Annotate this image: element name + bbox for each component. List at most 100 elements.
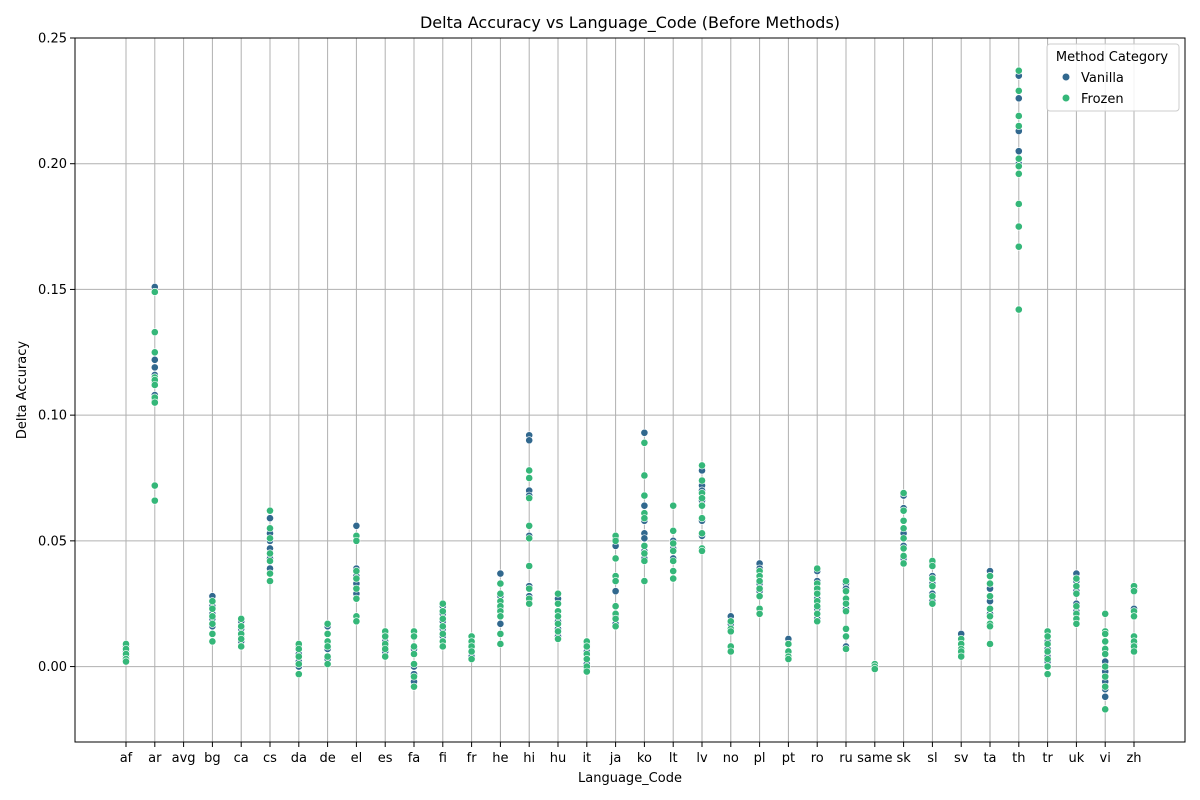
point-vanilla: [1014, 147, 1023, 156]
point-frozen: [438, 629, 447, 638]
point-frozen: [266, 569, 274, 578]
legend-label-vanilla: Vanilla: [1081, 71, 1124, 86]
point-frozen: [525, 474, 534, 482]
point-frozen: [352, 617, 361, 626]
point-frozen: [410, 682, 418, 691]
x-tick-label: ta: [983, 751, 996, 766]
point-frozen: [352, 536, 361, 545]
point-frozen: [1014, 162, 1023, 171]
point-frozen: [842, 645, 850, 653]
point-frozen: [899, 552, 908, 560]
point-frozen: [496, 629, 505, 638]
point-frozen: [1101, 629, 1110, 638]
point-frozen: [294, 660, 303, 668]
point-frozen: [726, 627, 735, 636]
point-frozen: [582, 667, 591, 676]
point-frozen: [755, 584, 764, 593]
point-frozen: [294, 652, 303, 661]
point-frozen: [698, 514, 706, 523]
point-frozen: [150, 381, 159, 389]
point-frozen: [986, 640, 994, 648]
point-frozen: [381, 632, 390, 641]
legend-box: [1046, 43, 1180, 112]
point-frozen: [1101, 672, 1110, 681]
point-frozen: [467, 655, 476, 663]
point-frozen: [842, 632, 850, 641]
point-frozen: [1043, 670, 1052, 679]
point-frozen: [554, 619, 562, 628]
point-frozen: [323, 652, 332, 661]
point-frozen: [438, 622, 447, 631]
point-frozen: [410, 632, 418, 641]
point-frozen: [899, 534, 908, 543]
point-frozen: [1101, 650, 1110, 658]
x-tick-label: it: [582, 751, 591, 766]
point-frozen: [899, 489, 908, 497]
legend: Method Category Vanilla Frozen: [1046, 43, 1180, 112]
point-frozen: [150, 398, 159, 407]
point-frozen: [899, 516, 908, 525]
point-frozen: [1014, 305, 1023, 314]
point-frozen: [1072, 582, 1081, 591]
x-tick-label: ru: [839, 751, 853, 766]
x-tick-label: lv: [696, 751, 708, 766]
x-tick-label: cs: [263, 751, 277, 766]
point-frozen: [698, 494, 706, 503]
point-frozen: [957, 652, 966, 661]
point-frozen: [870, 665, 879, 673]
point-frozen: [266, 577, 274, 585]
point-frozen: [1101, 609, 1110, 618]
x-axis-title: Language_Code: [578, 771, 682, 786]
point-frozen: [294, 645, 303, 653]
point-frozen: [525, 521, 534, 530]
point-frozen: [323, 629, 332, 638]
point-frozen: [1072, 619, 1081, 628]
point-frozen: [928, 582, 937, 591]
x-axis: af ar avg bg ca cs da de el es fa fi fr he hi hu it ja ko l…: [120, 742, 1142, 766]
point-frozen: [640, 549, 649, 558]
point-frozen: [525, 584, 534, 593]
legend-marker-frozen: [1062, 94, 1070, 102]
point-vanilla: [640, 428, 649, 437]
point-frozen: [611, 602, 620, 611]
point-frozen: [669, 574, 678, 583]
point-frozen: [1072, 602, 1081, 611]
point-frozen: [986, 592, 994, 601]
point-vanilla: [266, 514, 274, 523]
x-tick-label: sk: [896, 751, 911, 766]
y-axis: 0.00 0.05 0.10 0.15 0.20 0.25: [38, 32, 75, 675]
point-frozen: [611, 554, 620, 563]
point-vanilla: [640, 501, 649, 510]
x-tick-label: fa: [408, 751, 421, 766]
point-frozen: [755, 609, 764, 618]
point-frozen: [842, 624, 850, 633]
point-frozen: [1101, 637, 1110, 646]
point-frozen: [266, 506, 274, 515]
point-frozen: [122, 657, 130, 666]
point-frozen: [611, 577, 620, 585]
legend-marker-vanilla: [1062, 73, 1070, 81]
point-frozen: [438, 614, 447, 623]
point-frozen: [323, 619, 332, 628]
x-tick-label: avg: [172, 751, 196, 766]
point-frozen: [986, 612, 994, 621]
point-frozen: [266, 534, 274, 543]
point-frozen: [986, 622, 994, 631]
x-tick-label: bg: [204, 751, 221, 766]
point-frozen: [208, 604, 217, 613]
x-tick-label: fi: [439, 751, 447, 766]
point-frozen: [698, 529, 706, 538]
legend-label-frozen: Frozen: [1081, 92, 1124, 107]
point-frozen: [525, 534, 534, 543]
point-frozen: [928, 599, 937, 608]
point-frozen: [640, 577, 649, 585]
point-frozen: [928, 562, 937, 570]
point-frozen: [237, 622, 246, 631]
point-frozen: [698, 501, 706, 510]
point-frozen: [640, 471, 649, 480]
point-frozen: [1072, 574, 1081, 583]
x-tick-label: uk: [1069, 751, 1085, 766]
y-axis-title: Delta Accuracy: [15, 341, 30, 439]
y-tick-label: 0.00: [38, 660, 67, 675]
